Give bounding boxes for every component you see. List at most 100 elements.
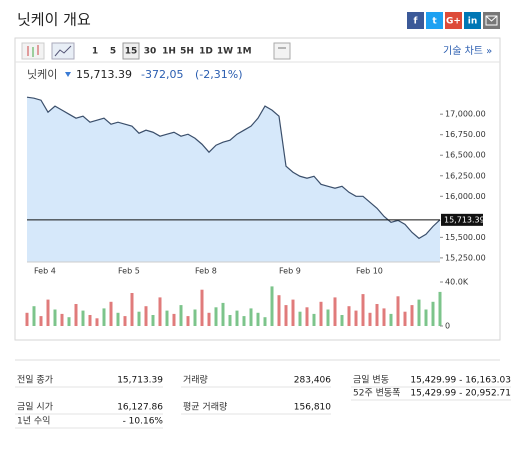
stat-label: 거래량 [183,374,208,386]
volume-bar [319,301,323,326]
share-button[interactable] [445,12,462,29]
close-label-box [441,213,483,226]
volume-bar [396,296,400,326]
stat-value: - 10.16% [123,417,164,427]
y-tick-label: 17,000.00 [445,110,486,119]
range-button[interactable]: 15 [125,47,138,57]
volume-bar [361,294,365,326]
share-label[interactable]: in [468,17,478,27]
volume-bar [193,309,197,326]
volume-bar [305,307,309,326]
volume-bar [389,313,393,326]
title: 닛케이 개요 [17,11,91,29]
volume-bar [221,302,225,326]
stat-label: 52주 변동폭 [353,388,400,399]
share-label[interactable]: G+ [446,17,461,27]
volume-bar [368,312,372,326]
volume-bar [172,313,176,326]
icon-button[interactable] [51,42,75,60]
share-button[interactable] [426,12,443,29]
range-active[interactable] [122,42,140,60]
volume-bar [116,312,120,326]
range-button[interactable]: 1 [92,47,98,57]
x-tick-label: Feb 10 [356,267,383,276]
down-arrow [65,72,71,77]
volume-bar [158,297,162,326]
stat-value: 15,713.39 [117,376,163,386]
volume-bar [438,291,442,326]
y-tick-label: 15,250.00 [445,253,486,262]
volume-bar [312,313,316,326]
volume-bar [67,317,71,326]
range-button[interactable]: 1M [236,47,251,57]
volume-bar [277,295,281,326]
y-tick-label: 16,500.00 [445,151,486,160]
range-button[interactable]: 1H [162,47,176,57]
stat-value: 16,127.86 [117,403,163,413]
volume-bar [123,316,127,326]
volume-bar [249,308,253,326]
stat-value: 15,429.99 - 20,952.71 [410,389,511,399]
chart-frame [14,37,501,341]
volume-bar [242,316,246,326]
x-tick-label: Feb 4 [34,267,56,276]
quote-price: 15,713.39 [76,68,132,81]
volume-bar [347,306,351,326]
quote-change-pct: (-2,31%) [195,68,243,81]
icon-button[interactable] [273,42,291,60]
stat-label: 금일 시가 [17,402,53,413]
volume-bar [382,308,386,326]
area [27,97,440,262]
volume-bar [284,305,288,326]
range-button[interactable]: 5 [110,47,116,57]
x-tick-label: Feb 9 [279,267,301,276]
volume-bar [144,306,148,326]
volume-bar [53,309,57,326]
volume-bar [298,311,302,326]
volume-bar [74,304,78,326]
volume-bar [256,312,260,326]
settings-icon[interactable] [273,42,291,60]
volume-bar [403,311,407,326]
stat-value: 15,429.99 - 16,163.03 [410,376,511,386]
icon-stroke [54,45,72,57]
volume-bar [60,313,64,326]
share-label[interactable]: t [432,17,437,27]
volume-bar [39,316,43,326]
range-button[interactable]: 30 [144,47,157,57]
tech-chart-link[interactable]: 기술 차트 » [443,45,492,57]
line-icon[interactable] [51,42,75,60]
candle-icon[interactable] [21,42,45,60]
volume-bar [109,301,113,326]
volume-bar [207,312,211,326]
y-tick-label: 16,250.00 [445,171,486,180]
share-label[interactable]: f [414,17,418,27]
x-tick-label: Feb 5 [118,267,140,276]
stat-label: 1년 수익 [17,415,50,427]
range-button[interactable]: 5H [180,47,194,57]
stat-label: 금일 변동 [353,375,389,386]
volume-bar [88,315,92,326]
volume-bar [95,318,99,326]
share-button[interactable] [407,12,424,29]
range-button[interactable]: 1D [199,47,213,57]
volume-bar [417,299,421,326]
volume-bar [410,305,414,326]
share-button[interactable] [464,12,481,29]
volume-tick-label: 0 [445,322,450,331]
volume-bar [46,299,50,326]
volume-bar [32,306,36,326]
volume-bar [291,299,295,326]
y-tick-label: 15,500.00 [445,233,486,242]
volume-bar [333,297,337,326]
volume-bar [326,309,330,326]
volume-bar [270,286,274,326]
volume-bar [102,308,106,326]
range-button[interactable]: 1W [217,47,233,57]
quote-change: -372,05 [141,68,183,81]
y-tick-label: 16,750.00 [445,130,486,139]
volume-tick-label: 40.0K [445,278,469,287]
volume-bar [263,317,267,326]
stat-value: 283,406 [294,376,331,386]
